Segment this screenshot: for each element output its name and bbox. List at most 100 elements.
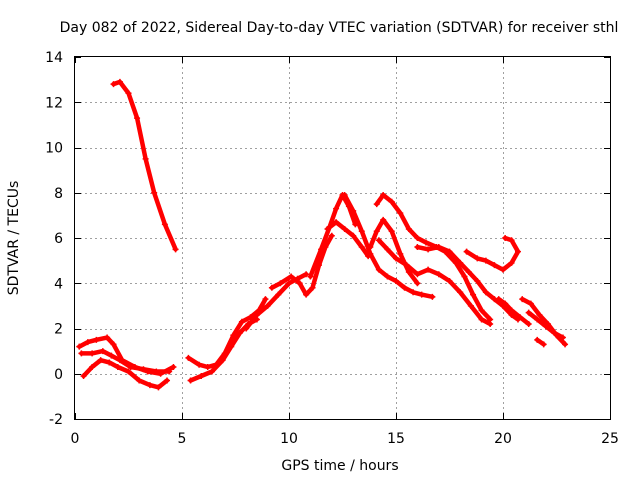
- data-point: [559, 334, 566, 341]
- data-point: [153, 368, 160, 375]
- data-point: [397, 210, 404, 217]
- x-tick-label: 15: [387, 431, 405, 447]
- data-point: [264, 302, 271, 309]
- data-point: [303, 271, 310, 278]
- data-point: [127, 363, 134, 370]
- data-point: [164, 377, 171, 384]
- data-series: [76, 78, 569, 391]
- data-point: [140, 366, 147, 373]
- series-s10: [324, 219, 372, 260]
- axis-ticks: 0 5 10 15 20 25 -2 0 2 4 6 8 10 12 14: [45, 50, 619, 447]
- data-point: [525, 309, 532, 316]
- data-point: [161, 221, 168, 228]
- data-point: [309, 284, 316, 291]
- data-point: [514, 248, 521, 255]
- data-point: [286, 280, 292, 287]
- data-point: [461, 273, 468, 280]
- data-point: [236, 330, 243, 337]
- y-tick-label: 10: [45, 141, 63, 157]
- data-point: [425, 246, 432, 253]
- data-point: [470, 291, 477, 298]
- y-tick-label: 4: [54, 276, 63, 292]
- data-point: [172, 246, 179, 253]
- y-tick-label: 0: [54, 367, 63, 383]
- x-tick-label: 20: [494, 431, 512, 447]
- series-trace: [186, 296, 268, 370]
- data-point: [204, 363, 211, 370]
- data-point: [277, 280, 284, 287]
- data-point: [155, 384, 162, 391]
- series-s1: [110, 78, 179, 253]
- data-point: [230, 332, 237, 339]
- data-point: [478, 316, 485, 323]
- x-axis-label: GPS time / hours: [281, 458, 398, 474]
- data-point: [388, 228, 395, 235]
- series-trace: [374, 192, 493, 322]
- series-s17: [495, 296, 532, 327]
- data-point: [367, 244, 374, 251]
- x-tick-label: 10: [280, 431, 298, 447]
- data-point: [93, 336, 100, 343]
- data-point: [405, 225, 412, 232]
- data-point: [99, 348, 106, 355]
- data-point: [89, 350, 96, 357]
- data-point: [478, 307, 485, 314]
- data-point: [414, 271, 421, 278]
- chart-title: Day 082 of 2022, Sidereal Day-to-day VTE…: [60, 20, 619, 36]
- data-point: [358, 228, 365, 235]
- y-tick-label: -2: [49, 412, 63, 428]
- series-trace: [325, 219, 371, 259]
- data-point: [268, 284, 275, 291]
- data-point: [125, 90, 132, 97]
- data-point: [429, 293, 436, 300]
- data-point: [80, 373, 87, 380]
- series-s4: [78, 348, 173, 375]
- y-tick-label: 14: [45, 50, 63, 66]
- data-point: [540, 341, 547, 348]
- data-point: [414, 244, 421, 251]
- data-point: [341, 225, 348, 232]
- data-point: [358, 244, 365, 251]
- data-point: [508, 237, 515, 244]
- data-point: [425, 266, 432, 273]
- y-tick-label: 8: [54, 186, 63, 202]
- plot-frame: [74, 56, 611, 420]
- data-point: [397, 250, 404, 257]
- data-point: [463, 248, 470, 255]
- data-point: [525, 320, 532, 327]
- data-point: [243, 325, 250, 332]
- data-point: [367, 250, 374, 257]
- x-tick-label: 0: [71, 431, 80, 447]
- data-point: [307, 273, 314, 280]
- series-trace: [376, 238, 493, 327]
- data-point: [142, 155, 149, 162]
- data-point: [125, 368, 132, 375]
- grid: [75, 57, 610, 419]
- data-point: [228, 343, 235, 350]
- data-point: [262, 296, 269, 303]
- data-point: [170, 363, 177, 370]
- data-point: [465, 268, 472, 275]
- data-point: [562, 341, 569, 348]
- data-point: [78, 350, 85, 357]
- data-point: [410, 289, 417, 296]
- data-point: [373, 228, 380, 235]
- data-point: [388, 198, 395, 205]
- data-point: [405, 268, 412, 275]
- data-point: [393, 277, 399, 284]
- series-trace: [111, 79, 178, 252]
- data-point: [519, 296, 526, 303]
- data-point: [393, 255, 399, 262]
- data-point: [491, 262, 498, 269]
- data-point: [76, 343, 83, 350]
- series-s16: [463, 235, 521, 273]
- series-s20: [534, 336, 547, 348]
- data-point: [116, 78, 123, 85]
- data-point: [551, 330, 558, 337]
- series-s7: [243, 271, 310, 332]
- data-point: [482, 257, 489, 264]
- series-s8: [268, 232, 335, 298]
- data-point: [422, 239, 429, 246]
- series-s3: [80, 357, 171, 391]
- data-point: [467, 302, 474, 309]
